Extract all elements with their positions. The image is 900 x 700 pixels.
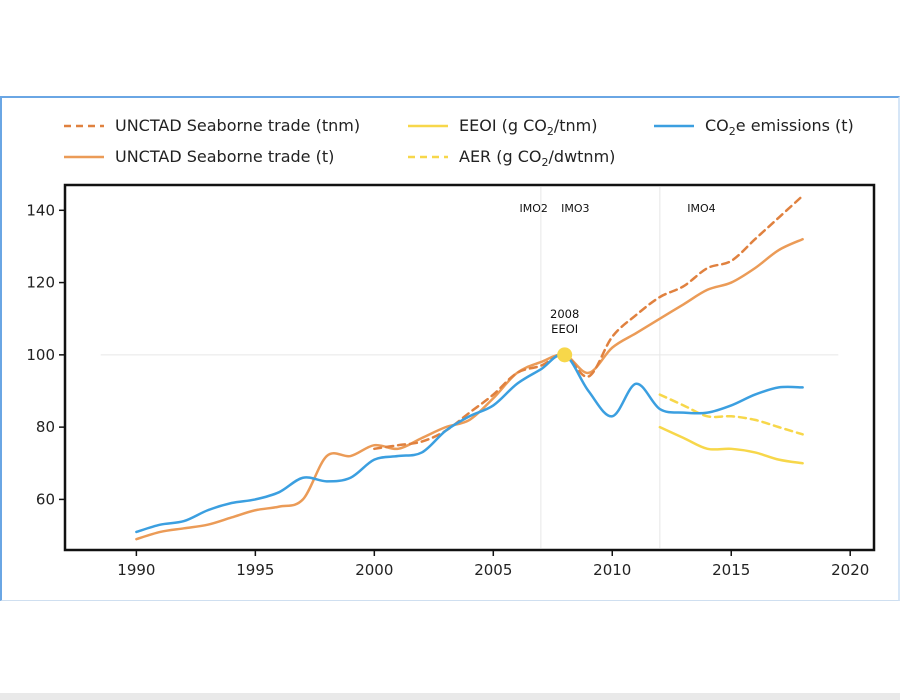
y-tick-label-120: 120	[26, 274, 55, 292]
y-tick-label-100: 100	[26, 346, 55, 364]
x-tick-label-1995: 1995	[236, 561, 274, 579]
legend: UNCTAD Seaborne trade (tnm) UNCTAD Seabor…	[64, 116, 854, 169]
legend-label-co2e: CO2e emissions (t)	[705, 116, 854, 138]
marker-2008	[557, 347, 573, 363]
x-tick-label-2015: 2015	[712, 561, 750, 579]
y-tick-label-60: 60	[36, 490, 55, 508]
series-line-co2e	[135, 353, 804, 534]
series-line-trade_tnm	[373, 194, 804, 451]
y-tick-label-80: 80	[36, 418, 55, 436]
legend-label-eeoi: EEOI (g CO2/tnm)	[459, 116, 598, 138]
x-tick-label-1990: 1990	[117, 561, 155, 579]
legend-label-aer: AER (g CO2/dwtnm)	[459, 147, 615, 169]
plot-frame	[63, 183, 876, 552]
annotation-2008-eeoi: 2008 EEOI	[550, 307, 579, 336]
figure-frame	[0, 96, 900, 601]
phase-label-imo3: IMO3	[561, 202, 589, 215]
legend-label-trade_tnm: UNCTAD Seaborne trade (tnm)	[115, 116, 360, 135]
x-tick-label-2010: 2010	[593, 561, 631, 579]
series-line-eeoi	[658, 425, 804, 465]
series-line-aer	[658, 393, 804, 436]
bottom-strip	[0, 693, 900, 700]
y-tick-label-140: 140	[26, 201, 55, 219]
phase-label-imo2: IMO2	[519, 202, 547, 215]
legend-label-trade_t: UNCTAD Seaborne trade (t)	[115, 147, 334, 166]
x-tick-label-2020: 2020	[831, 561, 869, 579]
phase-label-imo4: IMO4	[687, 202, 715, 215]
x-tick-label-2005: 2005	[474, 561, 512, 579]
series-line-trade_t	[135, 237, 804, 541]
x-tick-label-2000: 2000	[355, 561, 393, 579]
